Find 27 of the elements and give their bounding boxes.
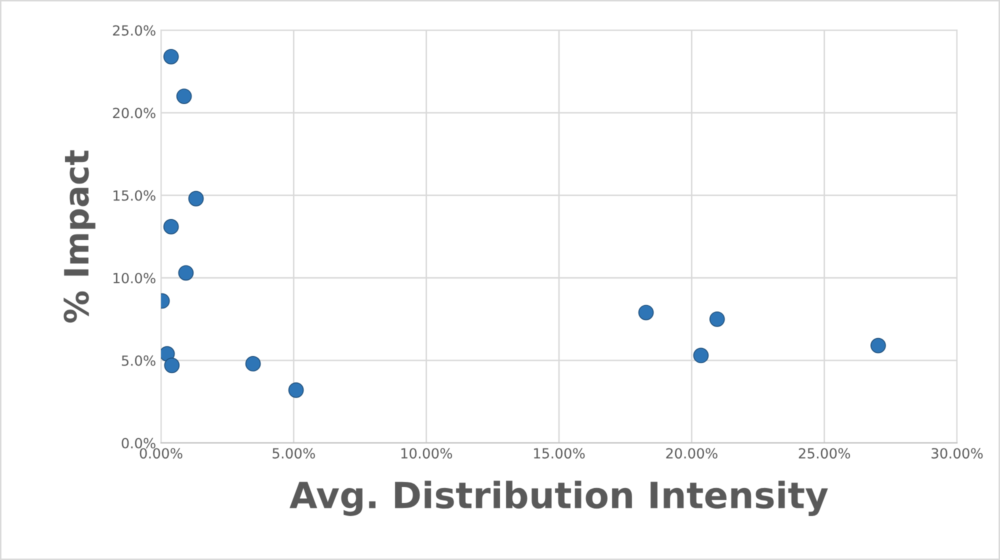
y-tick-label: 0.0% [122,438,156,448]
y-tick-label: 10.0% [114,272,156,284]
x-tick-label: 30.00% [932,448,983,459]
point [638,304,654,320]
point [176,88,192,104]
y-tick-label: 15.0% [114,190,156,201]
point [870,338,886,354]
x-tick-label: 25.00% [798,448,850,459]
x-tick-label: 5.00% [272,448,315,459]
point [693,348,709,364]
point [164,358,180,374]
point [188,190,204,206]
point [288,382,304,398]
y-tick-label: 20.0% [113,108,156,118]
point [163,48,179,64]
point [245,356,261,372]
y-axis-title: % Impact [64,150,96,323]
x-tick-label: 0.00% [140,448,182,459]
y-tick-label: 5.0% [122,355,156,366]
x-axis-title: Avg. Distribution Intensity [290,480,828,516]
point [709,311,725,327]
x-tick-label: 20.00% [666,448,718,459]
x-tick-label: 15.00% [534,448,585,459]
point [178,265,194,281]
point [163,218,179,234]
y-tick-label: 25.0% [113,25,156,36]
x-tick-label: 10.00% [401,448,452,459]
